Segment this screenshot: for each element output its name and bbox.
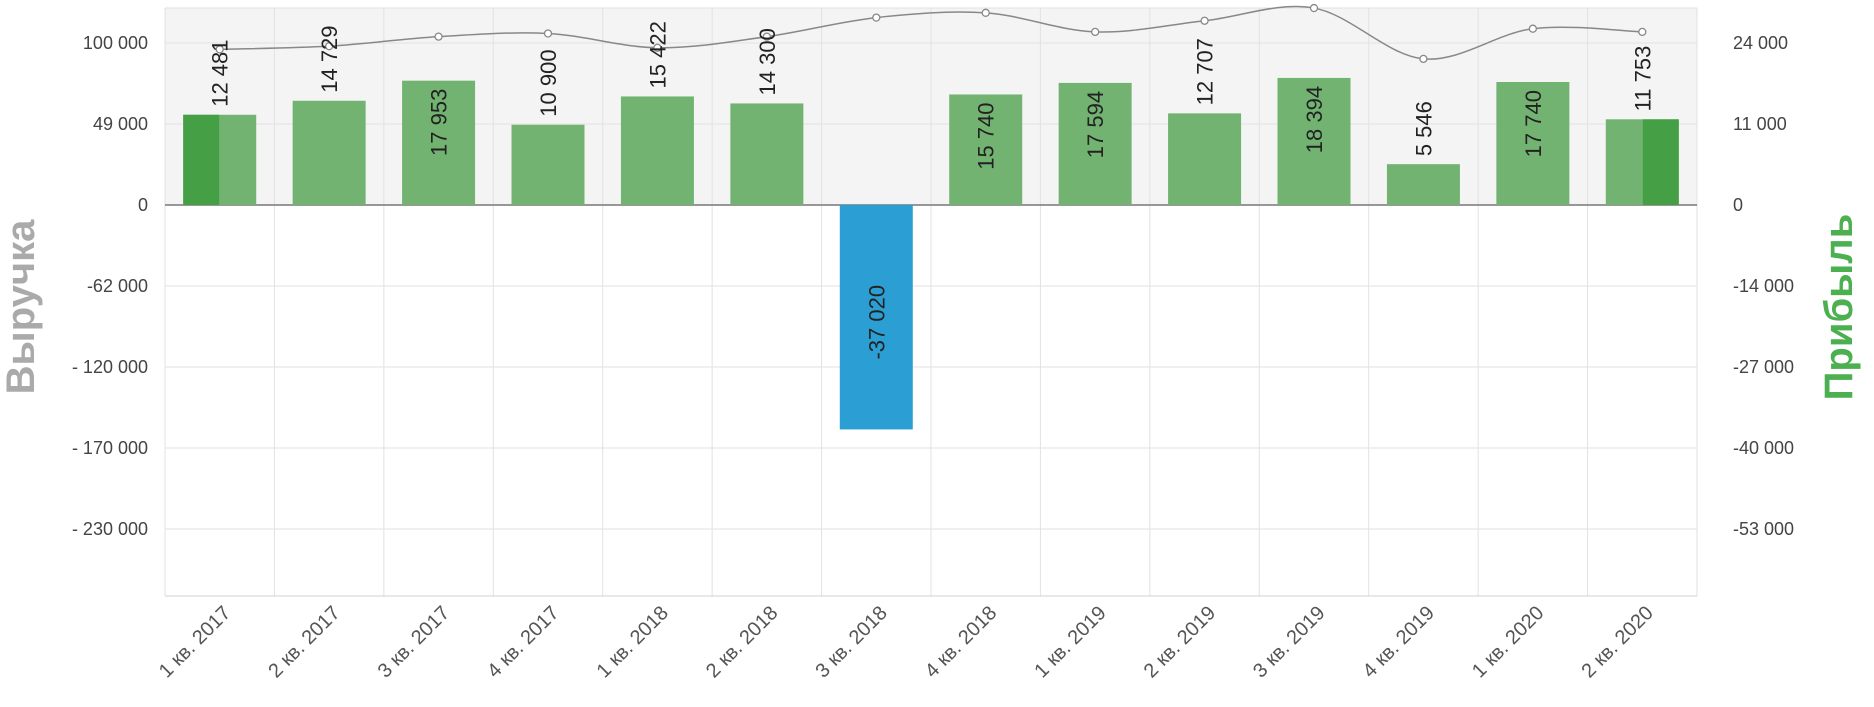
revenue-line <box>215 3 1647 64</box>
category-label: 1 кв. 2017 <box>155 602 235 682</box>
bar-value-label: -37 020 <box>864 285 889 360</box>
bar-value-label: 18 394 <box>1302 86 1327 153</box>
bar-value-label: 5 546 <box>1411 101 1436 156</box>
bar-value-labels: 12 481 14 729 17 953 10 900 15 422 14 300 -37 … <box>208 21 1656 359</box>
revenue-line-path <box>219 5 1643 60</box>
bar-value-label: 11 753 <box>1630 46 1655 112</box>
profit-bar[interactable] <box>1277 77 1351 205</box>
category-label: 1 кв. 2019 <box>1030 602 1110 682</box>
profit-bars <box>183 77 1679 430</box>
right-axis-tick-label: 0 <box>1733 195 1743 215</box>
revenue-point[interactable] <box>872 13 881 22</box>
category-label: 3 кв. 2018 <box>811 602 891 682</box>
left-axis-tick-label: 100 000 <box>83 33 148 53</box>
profit-bar[interactable] <box>1058 82 1132 205</box>
revenue-point[interactable] <box>1638 27 1647 37</box>
bar-value-label: 12 481 <box>208 39 233 106</box>
bar-value-label: 15 422 <box>645 21 670 88</box>
category-label: 2 кв. 2018 <box>702 602 782 682</box>
right-axis-tick-label: -53 000 <box>1733 519 1794 539</box>
bar-value-label: 14 729 <box>317 25 342 92</box>
profit-bar[interactable] <box>839 205 913 430</box>
right-axis-tick-label: -27 000 <box>1733 357 1794 377</box>
revenue-point[interactable] <box>1528 24 1538 33</box>
revenue-point[interactable] <box>543 29 553 38</box>
category-labels: 1 кв. 2017 2 кв. 2017 3 кв. 2017 4 кв. 2017… <box>155 602 1658 682</box>
category-label: 2 кв. 2017 <box>264 602 344 682</box>
category-label: 4 кв. 2017 <box>483 602 563 682</box>
bar-value-label: 12 707 <box>1193 38 1218 105</box>
profit-bar[interactable] <box>511 124 585 205</box>
bar-value-label: 17 594 <box>1083 91 1108 158</box>
profit-bar[interactable] <box>620 96 694 205</box>
revenue-point[interactable] <box>215 45 224 54</box>
left-axis-tick-label: -62 000 <box>87 276 148 296</box>
bar-highlight <box>183 114 220 205</box>
left-axis-tick-label: - 230 000 <box>72 519 148 539</box>
revenue-point[interactable] <box>653 43 662 52</box>
left-axis-tick-label: 0 <box>138 195 148 215</box>
profit-bar[interactable] <box>730 103 804 205</box>
profit-bar[interactable] <box>1496 82 1570 205</box>
profit-bar[interactable] <box>949 94 1023 205</box>
left-axis-title: Выручка <box>0 219 43 394</box>
right-axis-title: Прибыль <box>1817 214 1861 401</box>
profit-bar[interactable] <box>292 100 366 205</box>
bar-value-label: 14 300 <box>755 28 780 95</box>
right-axis-tick-label: 11 000 <box>1733 114 1787 134</box>
profit-bar[interactable] <box>1386 164 1460 205</box>
revenue-point[interactable] <box>981 8 990 17</box>
category-label: 2 кв. 2020 <box>1577 602 1657 682</box>
category-label: 4 кв. 2018 <box>921 602 1001 682</box>
right-axis-tick-label: -14 000 <box>1733 276 1794 296</box>
revenue-point[interactable] <box>434 32 443 41</box>
left-axis-tick-label: - 170 000 <box>72 438 148 458</box>
grid-lines <box>164 7 1698 597</box>
right-axis-tick-label: -40 000 <box>1733 438 1794 458</box>
left-axis-tick-label: 49 000 <box>93 114 148 134</box>
revenue-point[interactable] <box>324 42 334 51</box>
category-label: 1 кв. 2018 <box>593 602 673 682</box>
category-label: 3 кв. 2019 <box>1249 602 1329 682</box>
right-axis-tick-label: 24 000 <box>1733 33 1788 53</box>
bar-value-label: 10 900 <box>536 49 561 116</box>
bar-value-label: 15 740 <box>974 102 999 169</box>
category-label: 4 кв. 2019 <box>1359 602 1439 682</box>
bar-value-label: 17 953 <box>427 89 452 156</box>
revenue-point[interactable] <box>762 32 772 41</box>
right-axis-ticks: 24 000 11 000 0 -14 000 -27 000 -40 000 -53 00… <box>1733 33 1794 539</box>
revenue-point[interactable] <box>1090 27 1100 37</box>
left-axis-ticks: 100 000 49 000 0 -62 000 - 120 000 - 170 000 -… <box>72 33 148 539</box>
bar-value-label: 17 740 <box>1521 90 1546 157</box>
revenue-point[interactable] <box>1200 16 1209 25</box>
bar-highlight <box>1642 119 1679 205</box>
category-label: 3 кв. 2017 <box>374 602 454 682</box>
profit-bar[interactable] <box>1168 113 1242 205</box>
category-label: 1 кв. 2020 <box>1468 602 1548 682</box>
profit-bar[interactable] <box>402 80 476 205</box>
category-label: 2 кв. 2019 <box>1140 602 1220 682</box>
revenue-point[interactable] <box>1419 54 1428 64</box>
revenue-point[interactable] <box>1309 3 1319 13</box>
left-axis-tick-label: - 120 000 <box>72 357 148 377</box>
